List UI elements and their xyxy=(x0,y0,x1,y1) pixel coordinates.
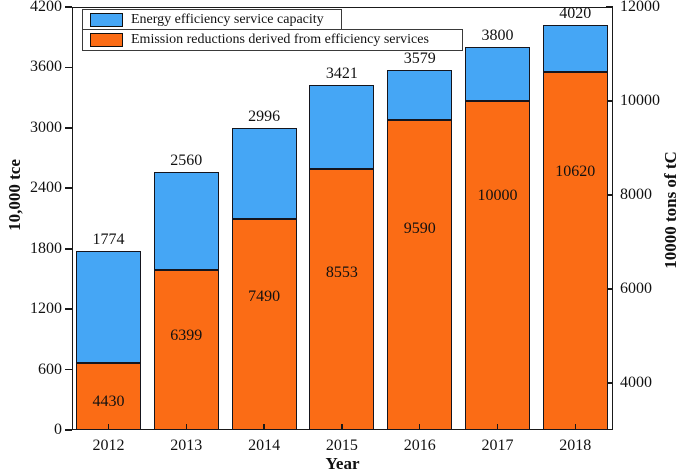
bar-capacity-2012 xyxy=(76,251,141,363)
bar-emission-label-2016: 9590 xyxy=(403,219,436,237)
bar-emission-label-2018: 10620 xyxy=(555,163,596,181)
legend-item-emission: Emission reductions derived from efficie… xyxy=(82,29,463,51)
legend-label-emission: Emission reductions derived from efficie… xyxy=(131,31,429,47)
legend-swatch-emission-orange xyxy=(90,32,123,47)
bar-emission-2013 xyxy=(153,270,219,430)
legend-item-capacity: Energy efficiency service capacity xyxy=(82,9,342,31)
x-axis-tick-2013 xyxy=(185,424,188,430)
legend-label-capacity: Energy efficiency service capacity xyxy=(131,11,324,27)
x-axis-tick-2017 xyxy=(496,424,499,430)
bar-emission-2017 xyxy=(465,101,530,430)
bar-emission-label-2013: 6399 xyxy=(170,326,203,344)
left-axis-tick xyxy=(65,429,72,431)
x-axis-tick-label-2017: 2017 xyxy=(481,437,514,454)
left-axis-tick-label: 3000 xyxy=(30,118,62,136)
right-axis-tick-label: 12000 xyxy=(620,0,660,15)
bar-capacity-2015 xyxy=(309,85,375,169)
left-axis-tick-label: 2400 xyxy=(30,179,62,197)
bar-capacity-2016 xyxy=(387,69,453,121)
left-axis-tick xyxy=(65,308,72,310)
right-axis-tick-label: 6000 xyxy=(620,280,652,297)
bar-emission-2016 xyxy=(387,120,453,430)
right-axis-tick-label: 8000 xyxy=(620,186,652,203)
bar-emission-2018 xyxy=(542,71,608,430)
x-axis-tick-2012 xyxy=(107,424,110,430)
right-axis-tick-label: 10000 xyxy=(620,92,660,109)
left-axis-tick xyxy=(65,368,72,371)
x-axis-tick-label-2018: 2018 xyxy=(559,437,592,454)
left-axis-tick-label: 3600 xyxy=(30,58,62,76)
bar-capacity-2018 xyxy=(542,25,608,72)
right-axis-tick xyxy=(606,6,613,8)
x-axis-tick-2018 xyxy=(574,424,577,430)
left-axis-tick xyxy=(65,187,72,190)
bar-total-label-2017: 3800 xyxy=(481,27,514,45)
right-axis-tick xyxy=(606,288,613,290)
left-axis-tick-label: 1200 xyxy=(30,300,62,318)
bar-total-label-2018: 4020 xyxy=(559,5,592,23)
right-axis-tick xyxy=(606,194,613,196)
bar-emission-label-2014: 7490 xyxy=(248,288,281,306)
left-axis-tick-label: 1800 xyxy=(30,239,62,257)
bar-total-label-2012: 1774 xyxy=(92,231,125,249)
bar-total-label-2015: 3421 xyxy=(325,65,358,83)
x-axis-tick-2015 xyxy=(341,424,343,430)
right-axis-tick xyxy=(606,100,613,102)
x-axis-tick-label-2016: 2016 xyxy=(403,437,436,454)
legend: Energy efficiency service capacity Emiss… xyxy=(82,9,463,51)
right-axis-tick-label: 4000 xyxy=(620,374,652,391)
bar-emission-2015 xyxy=(309,169,375,430)
x-axis-tick-label-2015: 2015 xyxy=(325,437,358,454)
bar-total-label-2014: 2996 xyxy=(248,108,281,126)
bar-total-label-2013: 2560 xyxy=(170,152,203,170)
left-axis-tick xyxy=(65,6,72,8)
x-axis-tick-label-2012: 2012 xyxy=(92,437,125,454)
x-axis-tick-2014 xyxy=(263,424,265,430)
bar-emission-label-2012: 4430 xyxy=(92,392,125,410)
left-axis-tick-label: 0 xyxy=(54,421,62,438)
x-axis-title: Year xyxy=(325,454,360,473)
bar-emission-label-2015: 8553 xyxy=(325,264,358,282)
bar-total-label-2016: 3579 xyxy=(403,49,436,67)
x-axis-tick-label-2014: 2014 xyxy=(248,437,281,454)
legend-swatch-capacity-blue xyxy=(90,12,123,27)
bar-capacity-2017 xyxy=(465,47,530,101)
right-axis-title: 10000 tons of tC xyxy=(661,151,680,269)
bar-emission-label-2017: 10000 xyxy=(477,187,518,205)
bar-capacity-2013 xyxy=(153,172,219,271)
left-axis-tick-label: 4200 xyxy=(30,0,62,15)
bar-capacity-2014 xyxy=(231,128,297,219)
bar-emission-2014 xyxy=(231,218,297,430)
x-axis-tick-2016 xyxy=(418,424,421,430)
x-axis-tick-label-2013: 2013 xyxy=(170,437,203,454)
left-axis-tick xyxy=(65,247,72,250)
left-axis-tick xyxy=(65,66,72,69)
left-axis-tick-label: 600 xyxy=(38,360,62,378)
left-axis-tick xyxy=(65,127,72,129)
right-axis-tick xyxy=(606,382,613,384)
